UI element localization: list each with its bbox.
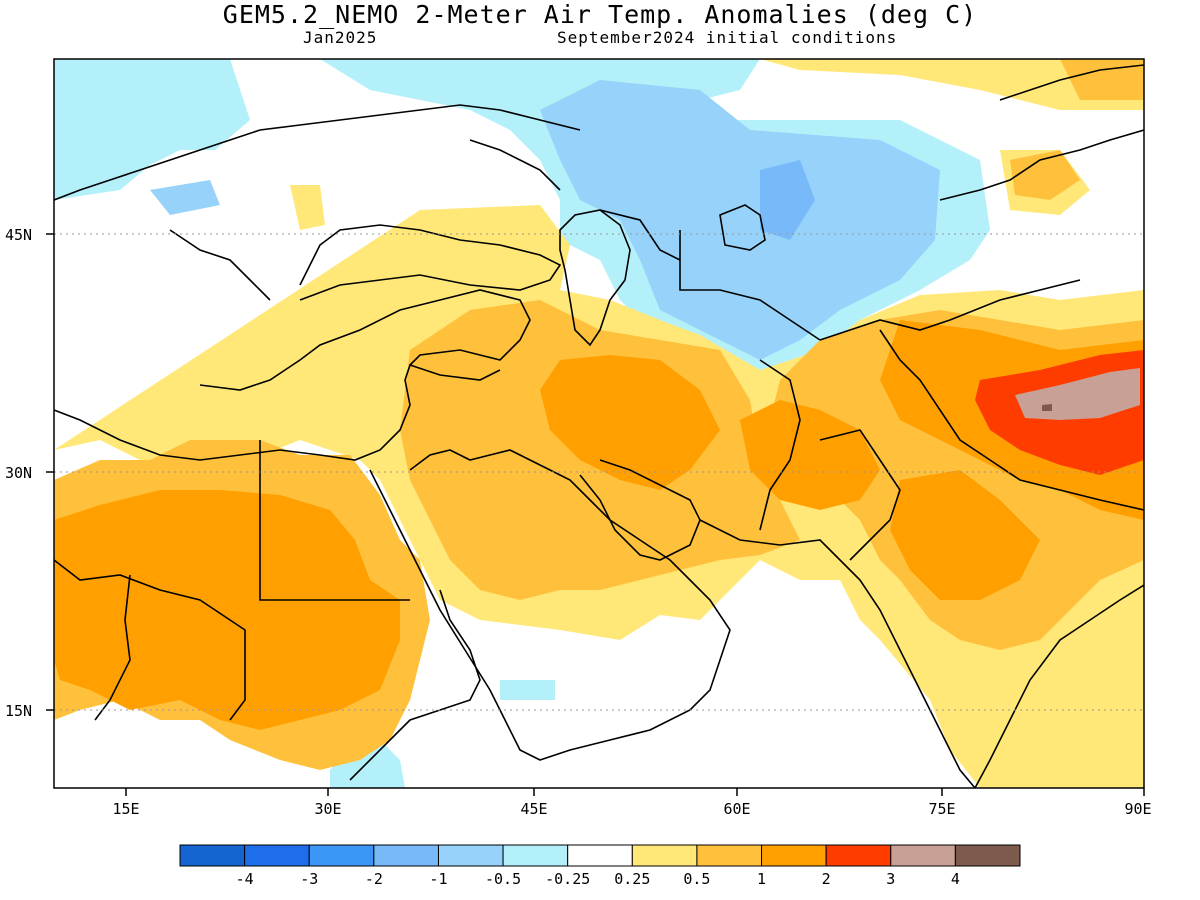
lat-label-45n: 45N — [5, 226, 32, 244]
forecast-month: Jan2025 — [303, 28, 378, 47]
cyan-field-europe — [54, 59, 250, 200]
legend-label: -0.25 — [545, 870, 590, 888]
cyan-field-somalia — [500, 680, 555, 700]
legend-label: 0.25 — [614, 870, 650, 888]
blue-field-central-asia — [540, 80, 940, 360]
pale-yellow-balkans — [290, 185, 325, 230]
orange-iraq-iran — [540, 355, 720, 490]
latitude-gridlines — [54, 233, 1144, 711]
dark-brown-spot — [1042, 404, 1052, 411]
map-frame — [53, 58, 1145, 789]
legend-swatch — [373, 844, 439, 867]
color-legend: -4 -3 -2 -1 -0.5 -0.25 0.25 0.5 1 2 3 4 — [179, 844, 1021, 888]
legend-swatch — [308, 844, 375, 867]
latitude-axis: 45N 30N 15N — [5, 226, 54, 720]
legend-label: -0.5 — [485, 870, 521, 888]
initial-conditions: September2024 initial conditions — [557, 28, 898, 47]
longitude-axis: 15E 30E 45E 60E 75E 90E — [112, 788, 1152, 818]
coastlines-borders — [54, 64, 1144, 788]
lon-label-15e: 15E — [112, 800, 139, 818]
legend-swatch — [567, 844, 633, 867]
light-orange-north — [1060, 59, 1144, 100]
legend-label: -2 — [365, 870, 383, 888]
legend-label: -1 — [429, 870, 447, 888]
legend-label: 4 — [951, 870, 960, 888]
pale-yellow-anatolia — [300, 315, 365, 350]
orange-india — [890, 470, 1040, 600]
blue-patch-hungary — [150, 180, 220, 215]
lat-label-15n: 15N — [5, 702, 32, 720]
legend-swatch — [631, 844, 698, 867]
chart-title: GEM5.2_NEMO 2-Meter Air Temp. Anomalies … — [222, 0, 978, 29]
legend-swatch — [825, 844, 892, 867]
legend-label: 1 — [757, 870, 766, 888]
lat-label-30n: 30N — [5, 464, 32, 482]
blue-core — [760, 160, 815, 240]
legend-swatch — [437, 844, 504, 867]
legend-swatch — [244, 844, 310, 867]
lon-label-30e: 30E — [314, 800, 341, 818]
legend-label: 0.5 — [683, 870, 710, 888]
legend-label: 2 — [822, 870, 831, 888]
legend-swatch — [761, 844, 827, 867]
legend-swatch — [696, 844, 763, 867]
orange-sahara — [54, 490, 400, 730]
legend-swatch — [179, 844, 246, 867]
legend-swatch — [954, 844, 1021, 867]
legend-label: -3 — [300, 870, 318, 888]
light-orange-mongolia — [1010, 150, 1080, 200]
legend-swatch — [890, 844, 956, 867]
pale-yellow-mongolia — [760, 59, 1144, 110]
legend-label: 3 — [886, 870, 895, 888]
legend-label: -4 — [236, 870, 254, 888]
lon-label-45e: 45E — [520, 800, 547, 818]
lon-label-75e: 75E — [928, 800, 955, 818]
lon-label-90e: 90E — [1124, 800, 1151, 818]
lon-label-60e: 60E — [723, 800, 750, 818]
anomaly-fields — [54, 59, 1144, 788]
legend-swatch — [502, 844, 569, 867]
